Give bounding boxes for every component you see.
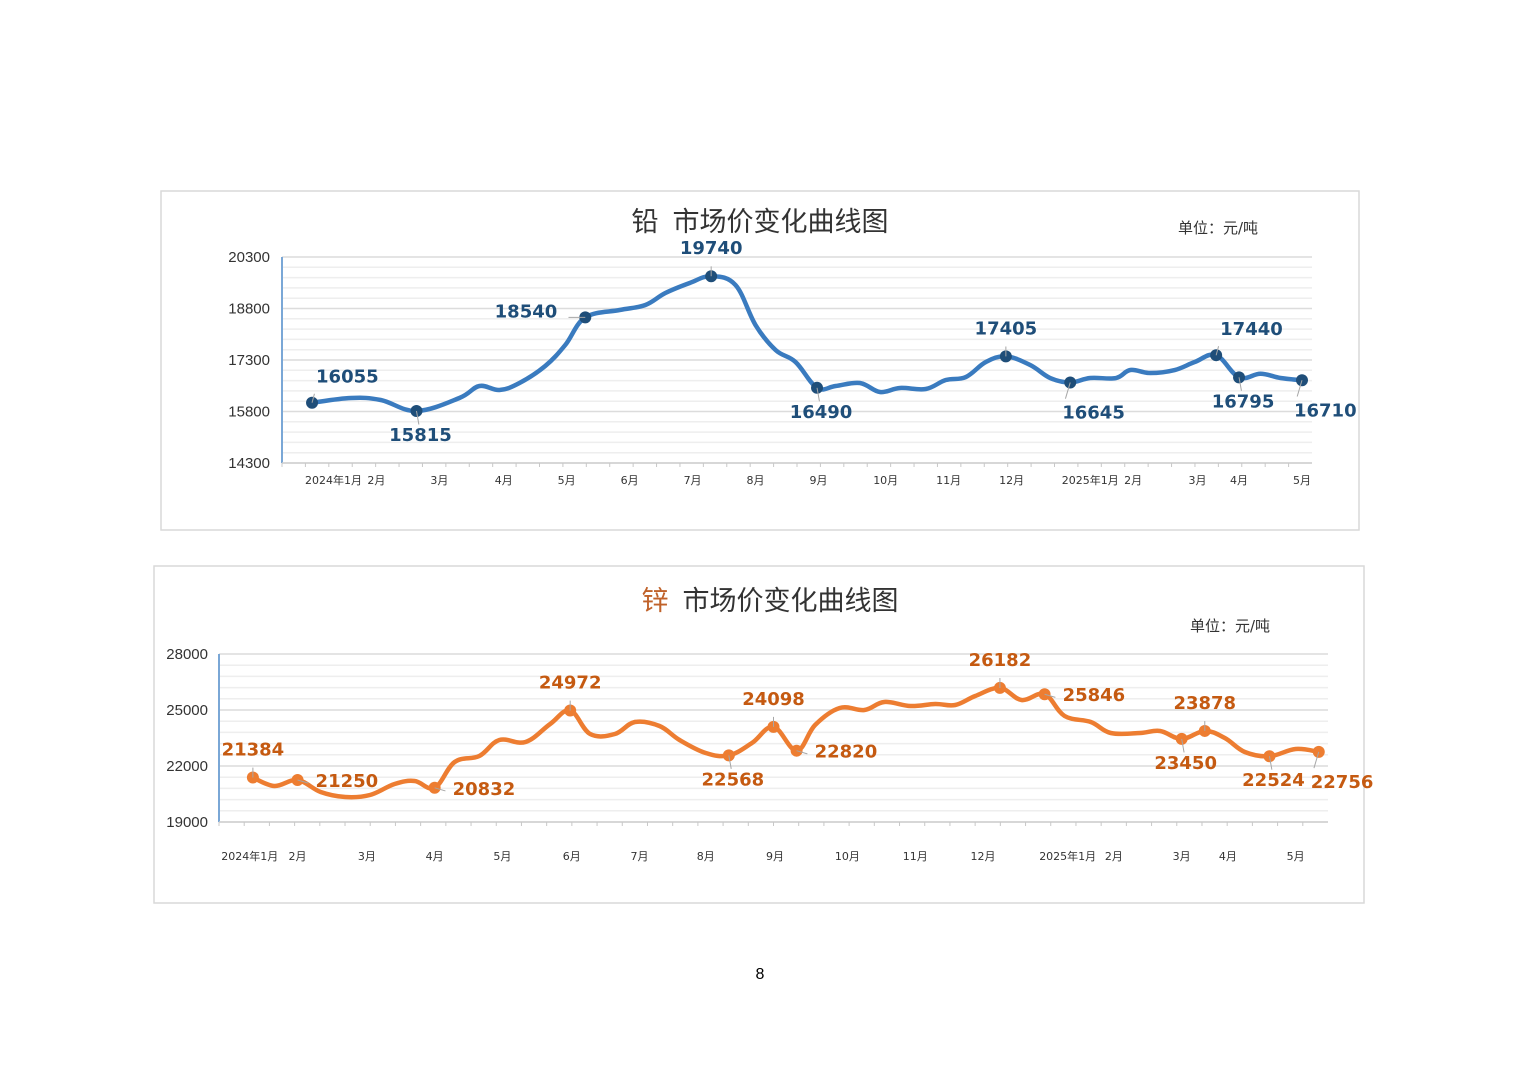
leader-line <box>1268 756 1273 770</box>
data-label: 16055 <box>316 367 379 388</box>
x-tick-label: 3月 <box>1173 850 1191 863</box>
title-text: 市场价变化曲线图 <box>683 586 899 617</box>
leader-line <box>1238 377 1242 391</box>
x-tick-label: 3月 <box>358 850 376 863</box>
x-tick-label: 6月 <box>563 850 581 863</box>
data-label: 23450 <box>1154 753 1217 774</box>
x-tick-label: 4月 <box>1230 474 1248 487</box>
y-tick-label: 15800 <box>228 404 270 421</box>
x-tick-label: 7月 <box>630 850 648 863</box>
lead-price-chart: 铅市场价变化曲线图 单位：元/吨 14300 15800 17300 18800 203… <box>160 190 1360 531</box>
x-tick-label: 9月 <box>809 474 827 487</box>
leader-line <box>1215 346 1220 356</box>
y-tick-label: 28000 <box>166 646 208 663</box>
x-tick-label: 2024年1月 <box>305 473 362 487</box>
leader-line <box>1044 693 1056 698</box>
leader-line <box>816 387 820 402</box>
data-label: 17405 <box>975 318 1038 339</box>
y-tick-label: 25000 <box>166 702 208 719</box>
price-line <box>309 273 1305 414</box>
x-tick-label: 9月 <box>766 850 784 863</box>
data-label: 26182 <box>969 650 1032 671</box>
data-label: 16710 <box>1294 400 1357 421</box>
leader-line <box>1181 738 1185 753</box>
data-label: 16795 <box>1212 391 1275 412</box>
y-tick-label: 22000 <box>166 758 208 775</box>
x-tick-label: 11月 <box>936 474 961 487</box>
x-tick-label: 5月 <box>1287 850 1305 863</box>
data-label: 18540 <box>495 301 558 322</box>
x-tick-label: 2025年1月 <box>1062 473 1119 487</box>
x-tick-label: 10月 <box>835 850 860 863</box>
x-tick-label: 12月 <box>970 850 995 863</box>
data-label: 16490 <box>790 402 853 423</box>
data-label: 15815 <box>389 425 452 446</box>
x-tick-label: 2月 <box>1124 474 1142 487</box>
data-label: 23878 <box>1173 693 1236 714</box>
leader-line <box>297 779 309 784</box>
zinc-price-chart: 锌市场价变化曲线图 单位：元/吨 19000 22000 25000 28000 202… <box>153 565 1374 904</box>
data-label: 21250 <box>316 771 379 792</box>
y-tick-label: 20300 <box>228 249 270 266</box>
data-label: 20832 <box>453 779 516 800</box>
data-label: 17440 <box>1220 319 1283 340</box>
leader-line <box>1064 382 1071 399</box>
data-label: 21384 <box>222 739 285 760</box>
x-tick-label: 4月 <box>426 850 444 863</box>
x-tick-label: 5月 <box>558 474 576 487</box>
data-label: 22568 <box>702 769 765 790</box>
data-label: 22820 <box>815 742 878 763</box>
metal-name: 锌 <box>642 586 669 617</box>
leader-line <box>311 393 315 403</box>
metal-name: 铅 <box>632 207 659 238</box>
leader-line <box>796 750 808 755</box>
leader-line <box>434 787 446 792</box>
unit-label: 单位：元/吨 <box>1178 219 1258 237</box>
y-tick-label: 17300 <box>228 352 270 369</box>
chart-title: 铅市场价变化曲线图 <box>632 207 889 238</box>
x-tick-label: 2月 <box>289 850 307 863</box>
x-tick-label: 3月 <box>1189 474 1207 487</box>
title-text: 市场价变化曲线图 <box>673 207 889 238</box>
data-label: 25846 <box>1063 685 1126 706</box>
x-tick-label: 8月 <box>697 850 715 863</box>
data-label: 22756 <box>1311 772 1374 793</box>
y-tick-label: 19000 <box>166 814 208 831</box>
data-label: 16645 <box>1062 402 1125 423</box>
y-tick-label: 14300 <box>228 455 270 472</box>
x-tick-label: 7月 <box>684 474 702 487</box>
data-label: 22524 <box>1242 770 1305 791</box>
data-label: 24098 <box>742 689 805 710</box>
data-label: 24972 <box>539 673 602 694</box>
page-number: 8 <box>755 966 765 983</box>
leader-line <box>1296 380 1303 397</box>
leader-line <box>728 755 732 769</box>
x-tick-label: 4月 <box>495 474 513 487</box>
x-tick-label: 5月 <box>493 850 511 863</box>
x-tick-label: 2月 <box>367 474 385 487</box>
x-tick-label: 2025年1月 <box>1039 849 1096 863</box>
x-tick-label: 12月 <box>999 474 1024 487</box>
x-tick-label: 4月 <box>1219 850 1237 863</box>
x-tick-label: 11月 <box>903 850 928 863</box>
x-tick-label: 10月 <box>873 474 898 487</box>
x-tick-label: 3月 <box>430 474 448 487</box>
leader-line <box>1313 751 1320 769</box>
data-label: 19740 <box>680 238 743 259</box>
y-tick-label: 18800 <box>228 301 270 318</box>
x-tick-label: 2月 <box>1105 850 1123 863</box>
unit-label: 单位：元/吨 <box>1190 617 1270 635</box>
x-tick-label: 6月 <box>621 474 639 487</box>
chart-title: 锌市场价变化曲线图 <box>642 586 899 617</box>
x-tick-label: 5月 <box>1293 474 1311 487</box>
x-tick-label: 2024年1月 <box>221 849 278 863</box>
leader-line <box>415 410 420 425</box>
x-tick-label: 8月 <box>747 474 765 487</box>
